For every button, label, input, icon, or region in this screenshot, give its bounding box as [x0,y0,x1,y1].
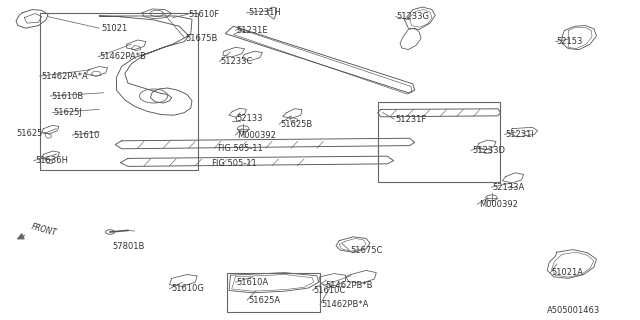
Text: 51636H: 51636H [35,156,68,165]
Text: 51675C: 51675C [351,246,383,255]
Text: 51625B: 51625B [280,120,312,129]
Text: FIG.505-11: FIG.505-11 [211,159,257,168]
Text: 51021: 51021 [101,24,127,33]
Text: 51610G: 51610G [171,284,204,293]
Text: 52133A: 52133A [493,183,525,192]
Text: 51610F: 51610F [189,10,220,19]
Text: M000392: M000392 [479,200,518,209]
Text: 52153: 52153 [557,37,583,46]
Bar [378,102,500,182]
Text: 51233G: 51233G [397,12,430,21]
Text: 57801B: 57801B [112,242,145,251]
Text: 51610A: 51610A [237,278,269,287]
Text: 51462PB*B: 51462PB*B [325,281,372,290]
Text: 51462PA*A: 51462PA*A [41,72,88,81]
Text: 51233D: 51233D [472,146,506,155]
Text: FRONT: FRONT [31,222,58,237]
Text: 51610C: 51610C [314,286,346,295]
Text: 51462PA*B: 51462PA*B [99,52,146,61]
Text: 51610B: 51610B [51,92,83,100]
Text: A505001463: A505001463 [547,306,600,315]
Text: 51231H: 51231H [248,8,281,17]
Bar [40,13,198,170]
Text: 51675B: 51675B [186,34,218,43]
Text: 51625: 51625 [16,129,42,138]
Text: FIG.505-11: FIG.505-11 [218,144,263,153]
Text: M000392: M000392 [237,131,276,140]
Text: 51021A: 51021A [552,268,584,277]
Text: 51231I: 51231I [506,130,534,139]
Text: 51233C: 51233C [221,57,253,66]
Text: 51462PB*A: 51462PB*A [321,300,369,309]
Text: 52133: 52133 [237,114,263,123]
Bar [227,273,320,312]
Text: 51625A: 51625A [248,296,280,305]
Text: 51231E: 51231E [237,26,268,35]
Text: 51610: 51610 [74,131,100,140]
Text: 51625J: 51625J [53,108,82,117]
Text: 51231F: 51231F [396,115,427,124]
